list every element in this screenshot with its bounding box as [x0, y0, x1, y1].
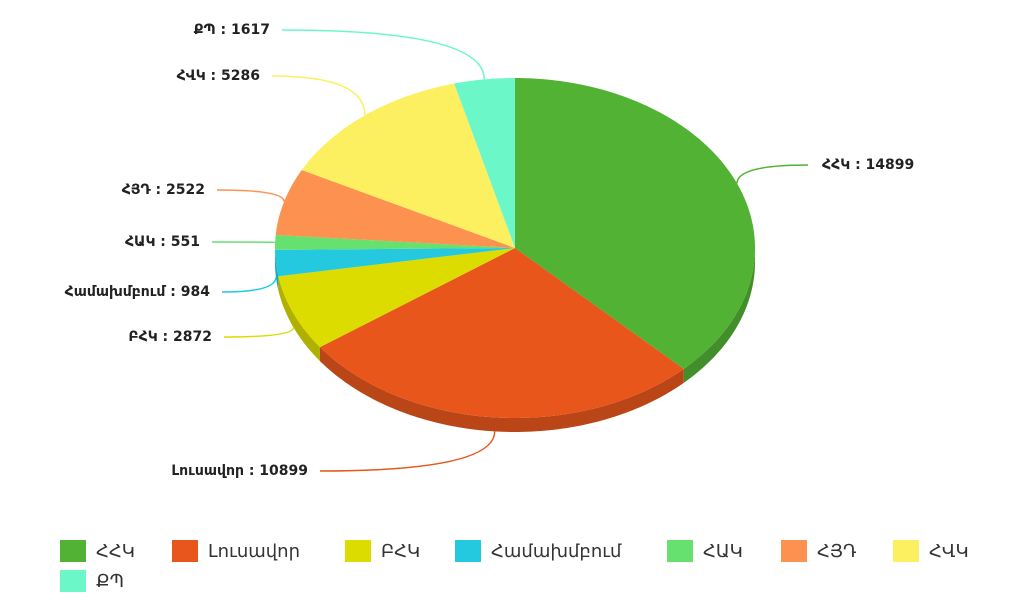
slice-side [683, 248, 755, 383]
leader-line [736, 164, 809, 184]
slice-side [275, 249, 279, 291]
legend-label: ՀՎԿ [929, 541, 969, 562]
legend-label: ՀԱԿ [703, 541, 743, 562]
data-label: ԲՀԿ : 2872 [128, 329, 212, 345]
slice [454, 78, 515, 248]
data-label: Լուսավոր : 10899 [171, 463, 308, 479]
slice [515, 78, 755, 369]
leader-line [271, 75, 366, 116]
legend-swatch [667, 540, 693, 562]
legend-swatch [172, 540, 198, 562]
leader-line [281, 29, 486, 80]
legend-label: Լուսավոր [208, 541, 300, 562]
legend-swatch [345, 540, 371, 562]
slice [275, 235, 515, 250]
legend-label: ՔՊ [96, 571, 124, 592]
data-label: ՔՊ : 1617 [194, 22, 270, 38]
data-label: ՀԱԿ : 551 [125, 234, 200, 250]
legend-label: Համախմբում [491, 541, 622, 562]
leader-line [319, 431, 496, 472]
slice [275, 170, 515, 248]
data-label: ՀՎԿ : 5286 [177, 68, 260, 84]
leader-line [216, 189, 285, 202]
leader-line [223, 327, 295, 338]
legend-swatch [60, 570, 86, 592]
slice [278, 248, 515, 348]
slice-side [278, 276, 320, 362]
legend-swatch [781, 540, 807, 562]
slice-side [319, 347, 684, 432]
legend-label: ԲՀԿ [381, 541, 420, 562]
legend-swatch [60, 540, 86, 562]
legend-swatch [455, 540, 481, 562]
slice [319, 248, 684, 418]
slice [275, 248, 515, 277]
leader-line [221, 276, 277, 293]
legend-label: ՀՀԿ [96, 541, 135, 562]
data-label: ՀՀԿ : 14899 [822, 157, 914, 173]
data-label: Համախմբում : 984 [65, 284, 211, 300]
slice [301, 83, 515, 248]
legend-swatch [893, 540, 919, 562]
legend-label: ՀՅԴ [817, 541, 857, 562]
data-label: ՀՅԴ : 2522 [122, 182, 205, 198]
